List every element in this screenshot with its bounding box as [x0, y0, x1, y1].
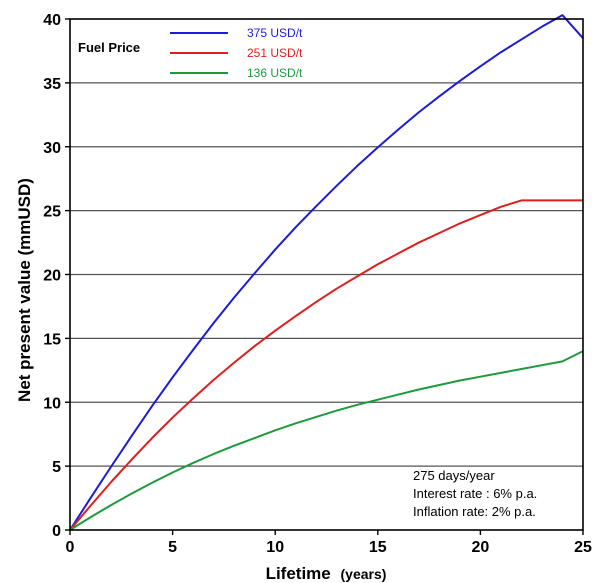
x-axis-label-main: Lifetime	[266, 564, 331, 583]
legend-label-1: 375 USD/t	[247, 26, 303, 40]
series-line-2	[69, 199, 583, 531]
annotation-interest-rate: Interest rate : 6% p.a.	[413, 486, 537, 501]
series-line-1	[69, 14, 584, 531]
y-tick-label-5: 5	[52, 459, 61, 476]
series-lines	[69, 14, 584, 531]
y-tick-label-35: 35	[43, 76, 61, 93]
x-axis-label-unit: (years)	[341, 566, 387, 582]
y-tick-label-25: 25	[43, 204, 61, 221]
axis-ticks: 0 5 10 15 20 25 30 35 40 0 5 10 15 20 25	[43, 12, 592, 556]
grid-lines	[70, 82, 583, 467]
y-tick-label-10: 10	[43, 395, 61, 412]
legend-items: 375 USD/t 251 USD/t 136 USD/t	[170, 26, 303, 80]
x-axis-label: Lifetime (years)	[266, 564, 387, 583]
annotation-box: 275 days/year Interest rate : 6% p.a. In…	[413, 468, 537, 519]
x-tick-label-0: 0	[66, 539, 75, 556]
x-tick-label-25: 25	[574, 539, 592, 556]
annotation-inflation-rate: Inflation rate: 2% p.a.	[413, 504, 536, 519]
x-tick-label-10: 10	[266, 539, 284, 556]
y-tick-label-30: 30	[43, 140, 61, 157]
legend: Fuel Price 375 USD/t 251 USD/t 136 USD/t	[78, 26, 303, 80]
y-tick-label-0: 0	[52, 523, 61, 540]
legend-label-3: 136 USD/t	[247, 66, 303, 80]
legend-title: Fuel Price	[78, 40, 140, 55]
annotation-days-per-year: 275 days/year	[413, 468, 495, 483]
legend-label-2: 251 USD/t	[247, 46, 303, 60]
x-tick-label-15: 15	[369, 539, 387, 556]
y-tick-label-40: 40	[43, 12, 61, 29]
x-tick-label-5: 5	[168, 539, 177, 556]
series-line-3	[69, 350, 584, 531]
y-tick-label-15: 15	[43, 331, 61, 348]
x-tick-label-20: 20	[472, 539, 490, 556]
y-axis-label: Net present value (mmUSD)	[15, 178, 34, 402]
y-tick-label-20: 20	[43, 268, 61, 285]
